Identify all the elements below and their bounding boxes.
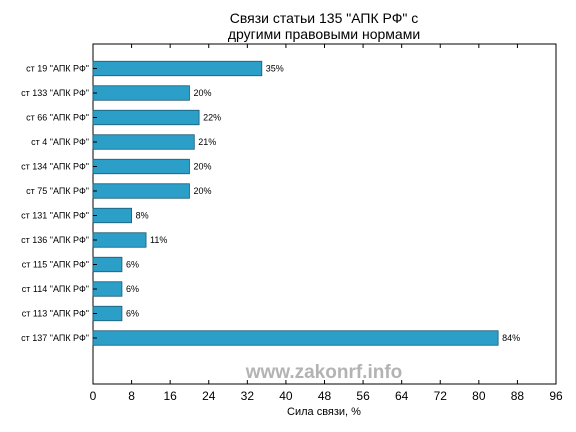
bar	[92, 256, 123, 273]
value-label: 8%	[136, 211, 149, 221]
value-labels-group: 35% 20% 22% 21% 20% 20% 8% 11% 6% 6% 6% 84%	[126, 64, 520, 344]
value-label: 22%	[203, 113, 221, 123]
category-label: ст 131 "АПК РФ"	[21, 211, 89, 221]
value-label: 11%	[150, 235, 167, 245]
x-tick-label: 40	[279, 389, 293, 403]
x-tick-label: 8	[128, 389, 135, 403]
x-ticks-group: 0 8 16 24 32 40 48 56 64 72 80 88 96	[90, 44, 563, 403]
category-label: ст 113 "АПК РФ"	[22, 309, 89, 319]
category-label: ст 134 "АПК РФ"	[21, 162, 89, 172]
value-label: 6%	[126, 260, 139, 270]
bar	[92, 232, 147, 248]
bar	[92, 207, 132, 224]
bar	[92, 109, 200, 126]
x-tick-label: 0	[90, 389, 97, 403]
value-label: 21%	[198, 137, 216, 147]
x-axis-label: Сила связи, %	[287, 406, 361, 418]
x-tick-label: 48	[318, 389, 332, 403]
category-label: ст 136 "АПК РФ"	[21, 235, 89, 245]
value-label: 20%	[193, 162, 211, 172]
category-label: ст 66 "АПК РФ"	[26, 113, 89, 123]
watermark-text: www.zakonrf.info	[245, 362, 403, 383]
x-tick-label: 96	[549, 389, 563, 403]
x-tick-label: 32	[241, 389, 255, 403]
value-label: 20%	[193, 88, 211, 98]
bar	[92, 305, 123, 322]
category-label: ст 114 "АПК РФ"	[22, 284, 89, 294]
value-label: 20%	[193, 186, 211, 196]
chart-title-line-1: Связи статьи 135 "АПК РФ" с	[230, 10, 418, 26]
x-tick-label: 64	[395, 389, 409, 403]
bar	[92, 60, 263, 77]
category-label: ст 115 "АПК РФ"	[22, 260, 89, 270]
category-label: ст 75 "АПК РФ"	[26, 186, 89, 196]
x-tick-label: 16	[163, 389, 177, 403]
bar	[92, 134, 195, 150]
category-labels-group: ст 19 "АПК РФ" ст 133 "АПК РФ" ст 66 "АПК …	[21, 64, 89, 344]
bars-group	[92, 60, 499, 346]
value-label: 84%	[502, 333, 520, 343]
bar	[92, 183, 190, 199]
value-label: 35%	[266, 64, 284, 74]
category-label: ст 133 "АПК РФ"	[21, 88, 89, 98]
value-label: 6%	[126, 284, 139, 294]
bar	[92, 281, 123, 297]
x-tick-label: 56	[356, 389, 370, 403]
category-label: ст 137 "АПК РФ"	[21, 333, 89, 343]
category-label: ст 19 "АПК РФ"	[26, 64, 89, 74]
bar	[92, 85, 190, 101]
x-tick-label: 72	[434, 389, 448, 403]
category-label: ст 4 "АПК РФ"	[31, 137, 89, 147]
chart-title-line-2: другими правовыми нормами	[228, 26, 420, 42]
value-label: 6%	[126, 309, 139, 319]
x-tick-label: 80	[472, 389, 486, 403]
x-tick-label: 24	[202, 389, 216, 403]
x-tick-label: 88	[511, 389, 525, 403]
bar	[92, 158, 190, 175]
bar	[92, 330, 499, 346]
